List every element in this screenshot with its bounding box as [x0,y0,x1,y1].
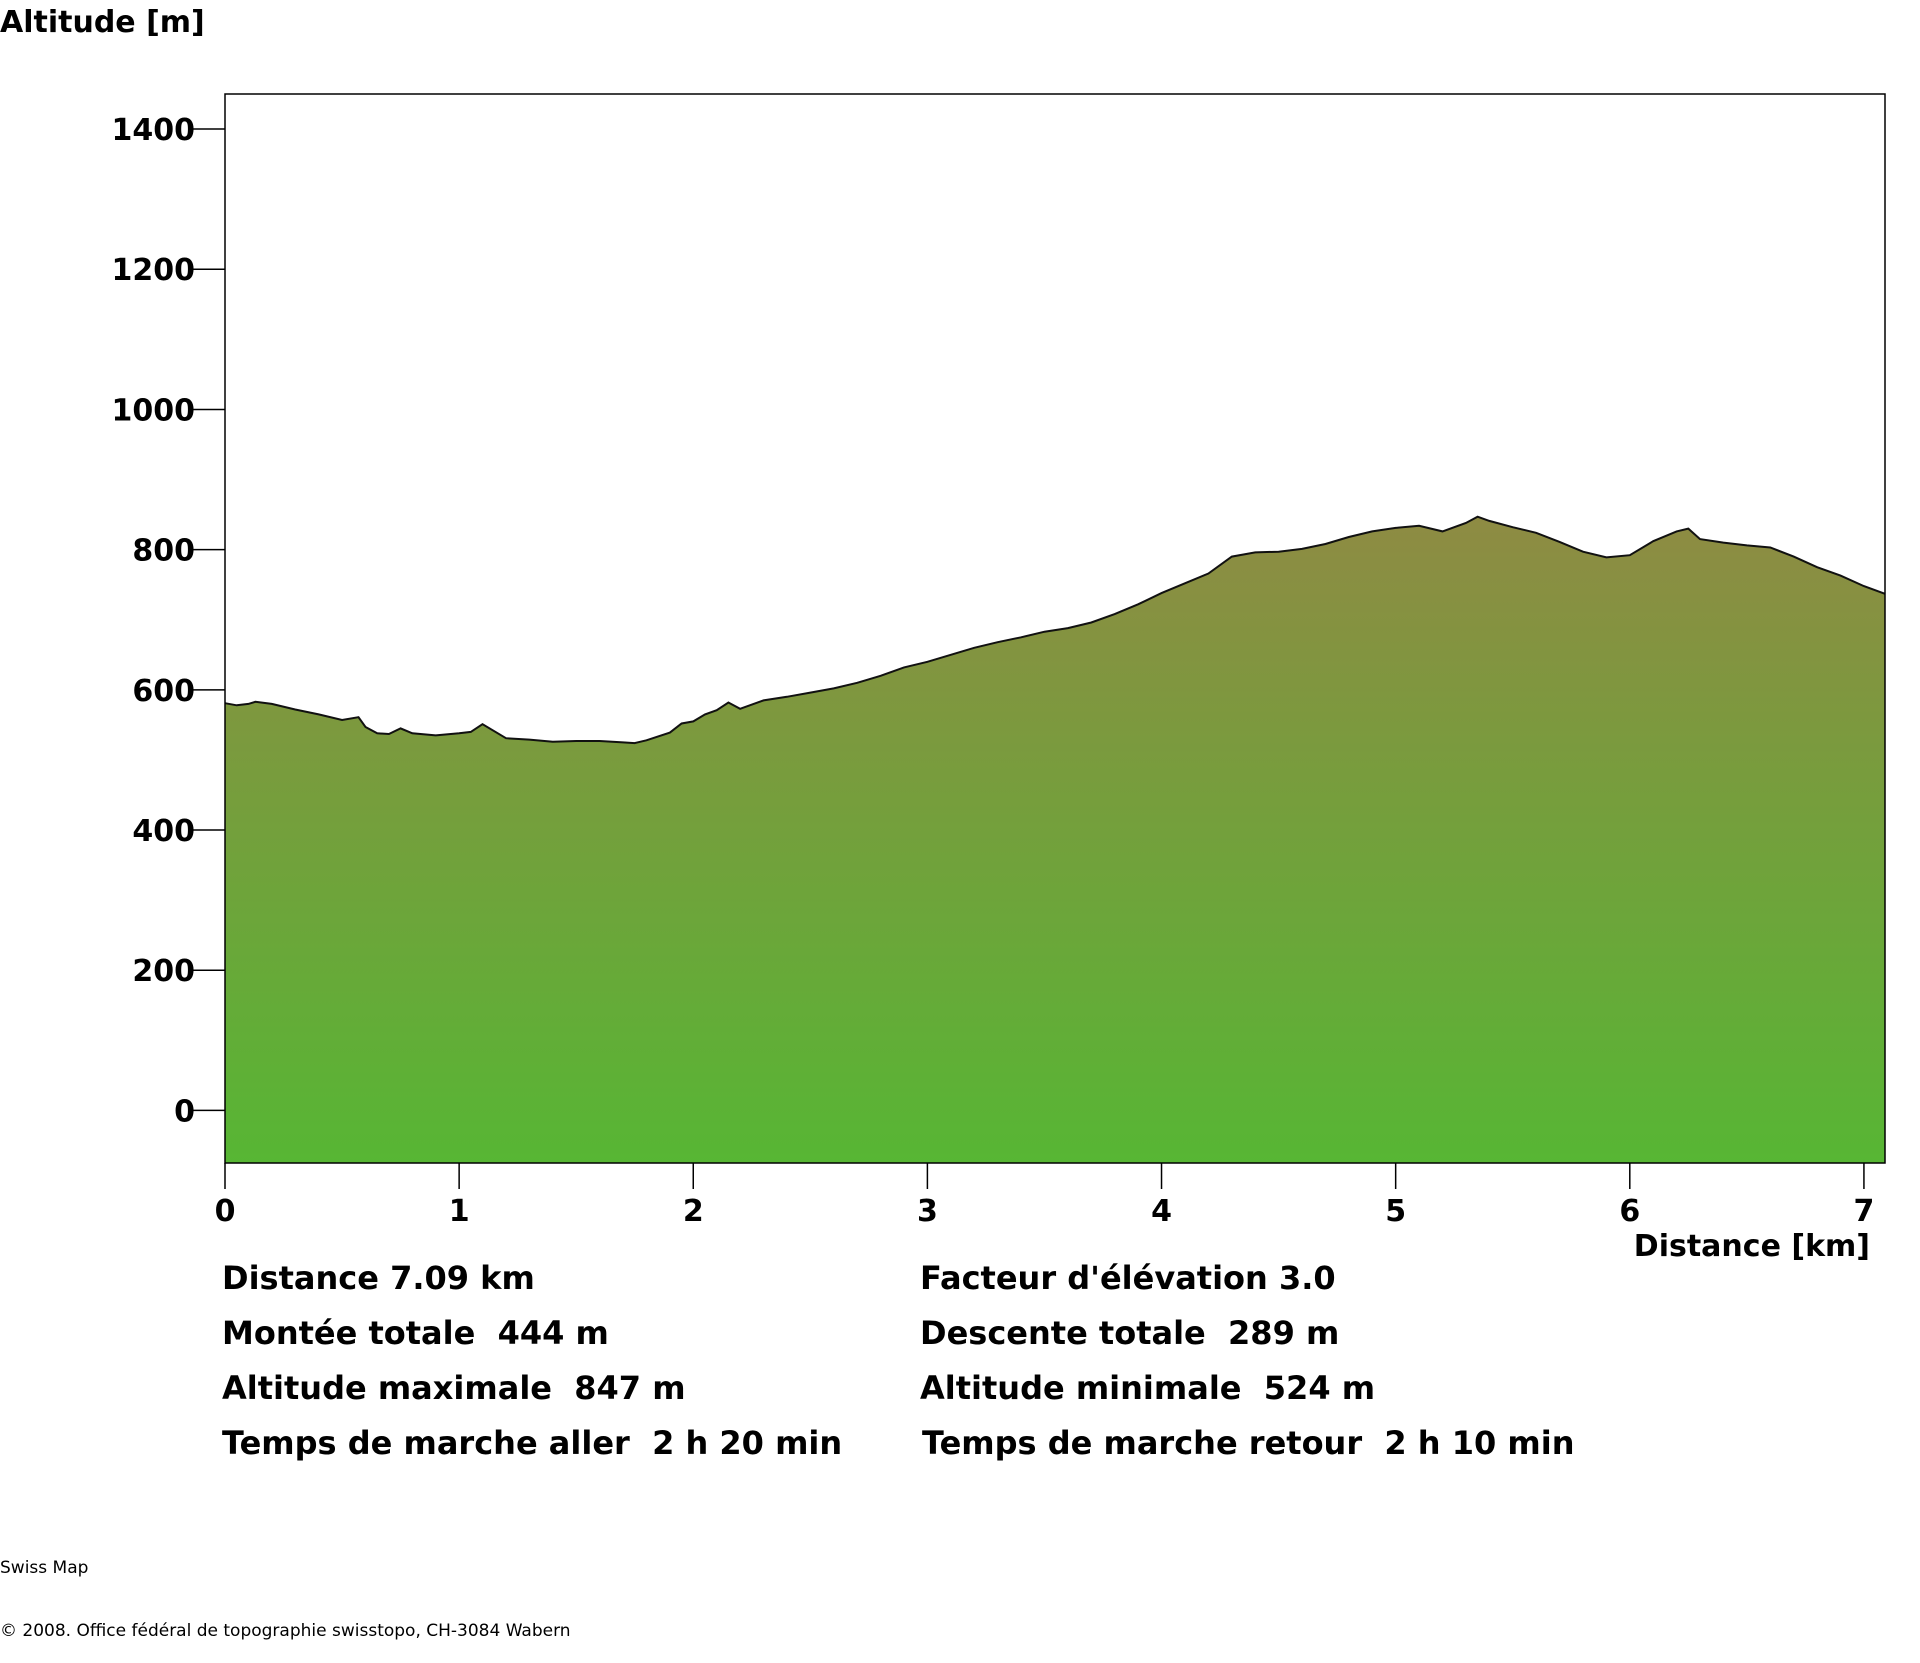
y-tick-label: 0 [174,1094,195,1129]
y-tick-label: 600 [132,674,195,709]
y-tick-label: 200 [132,954,195,989]
x-tick-label: 2 [683,1194,704,1229]
x-tick-label: 0 [215,1194,236,1229]
y-axis-title: Altitude [m] [0,5,205,40]
x-axis: 0 1 2 3 4 5 6 7 [215,1163,1874,1229]
y-axis: 0 200 400 600 800 1000 1200 1400 [112,113,225,1129]
y-tick-label: 1400 [112,113,196,148]
x-axis-title: Distance [km] [1634,1229,1870,1264]
y-tick-label: 800 [132,534,195,569]
route-statistics: Distance 7.09 km Facteur d'élévation 3.0… [0,1258,1920,1488]
map-footer: Swiss Map © 2008. Office fédéral de topo… [0,1516,571,1663]
elevation-profile-chart: Altitude [m] 0 200 400 600 800 1000 1200 1400 0… [0,5,1886,1264]
y-tick-label: 1000 [112,393,196,428]
x-tick-label: 4 [1151,1194,1172,1229]
stat-elevation-factor: Facteur d'élévation 3.0 [920,1259,1336,1297]
elevation-area [225,516,1885,1163]
stat-total-ascent: Montée totale 444 m [222,1314,609,1352]
x-tick-label: 7 [1853,1194,1874,1229]
stat-total-descent: Descente totale 289 m [920,1314,1340,1352]
plot-frame [224,93,1886,1164]
stat-min-altitude: Altitude minimale 524 m [920,1369,1376,1407]
stat-max-altitude: Altitude maximale 847 m [222,1369,686,1407]
elevation-line [224,515,1886,745]
footer-copyright: © 2008. Office fédéral de topographie sw… [0,1621,571,1641]
x-tick-label: 5 [1385,1194,1406,1229]
stat-distance: Distance 7.09 km [222,1259,535,1297]
y-tick-label: 1200 [112,253,196,288]
x-tick-label: 1 [449,1194,470,1229]
y-tick-label: 400 [132,814,195,849]
stat-walk-time-back: Temps de marche retour 2 h 10 min [922,1424,1575,1462]
x-tick-label: 6 [1619,1194,1640,1229]
footer-product: Swiss Map [0,1558,89,1578]
x-tick-label: 3 [917,1194,938,1229]
stat-walk-time-out: Temps de marche aller 2 h 20 min [222,1424,843,1462]
